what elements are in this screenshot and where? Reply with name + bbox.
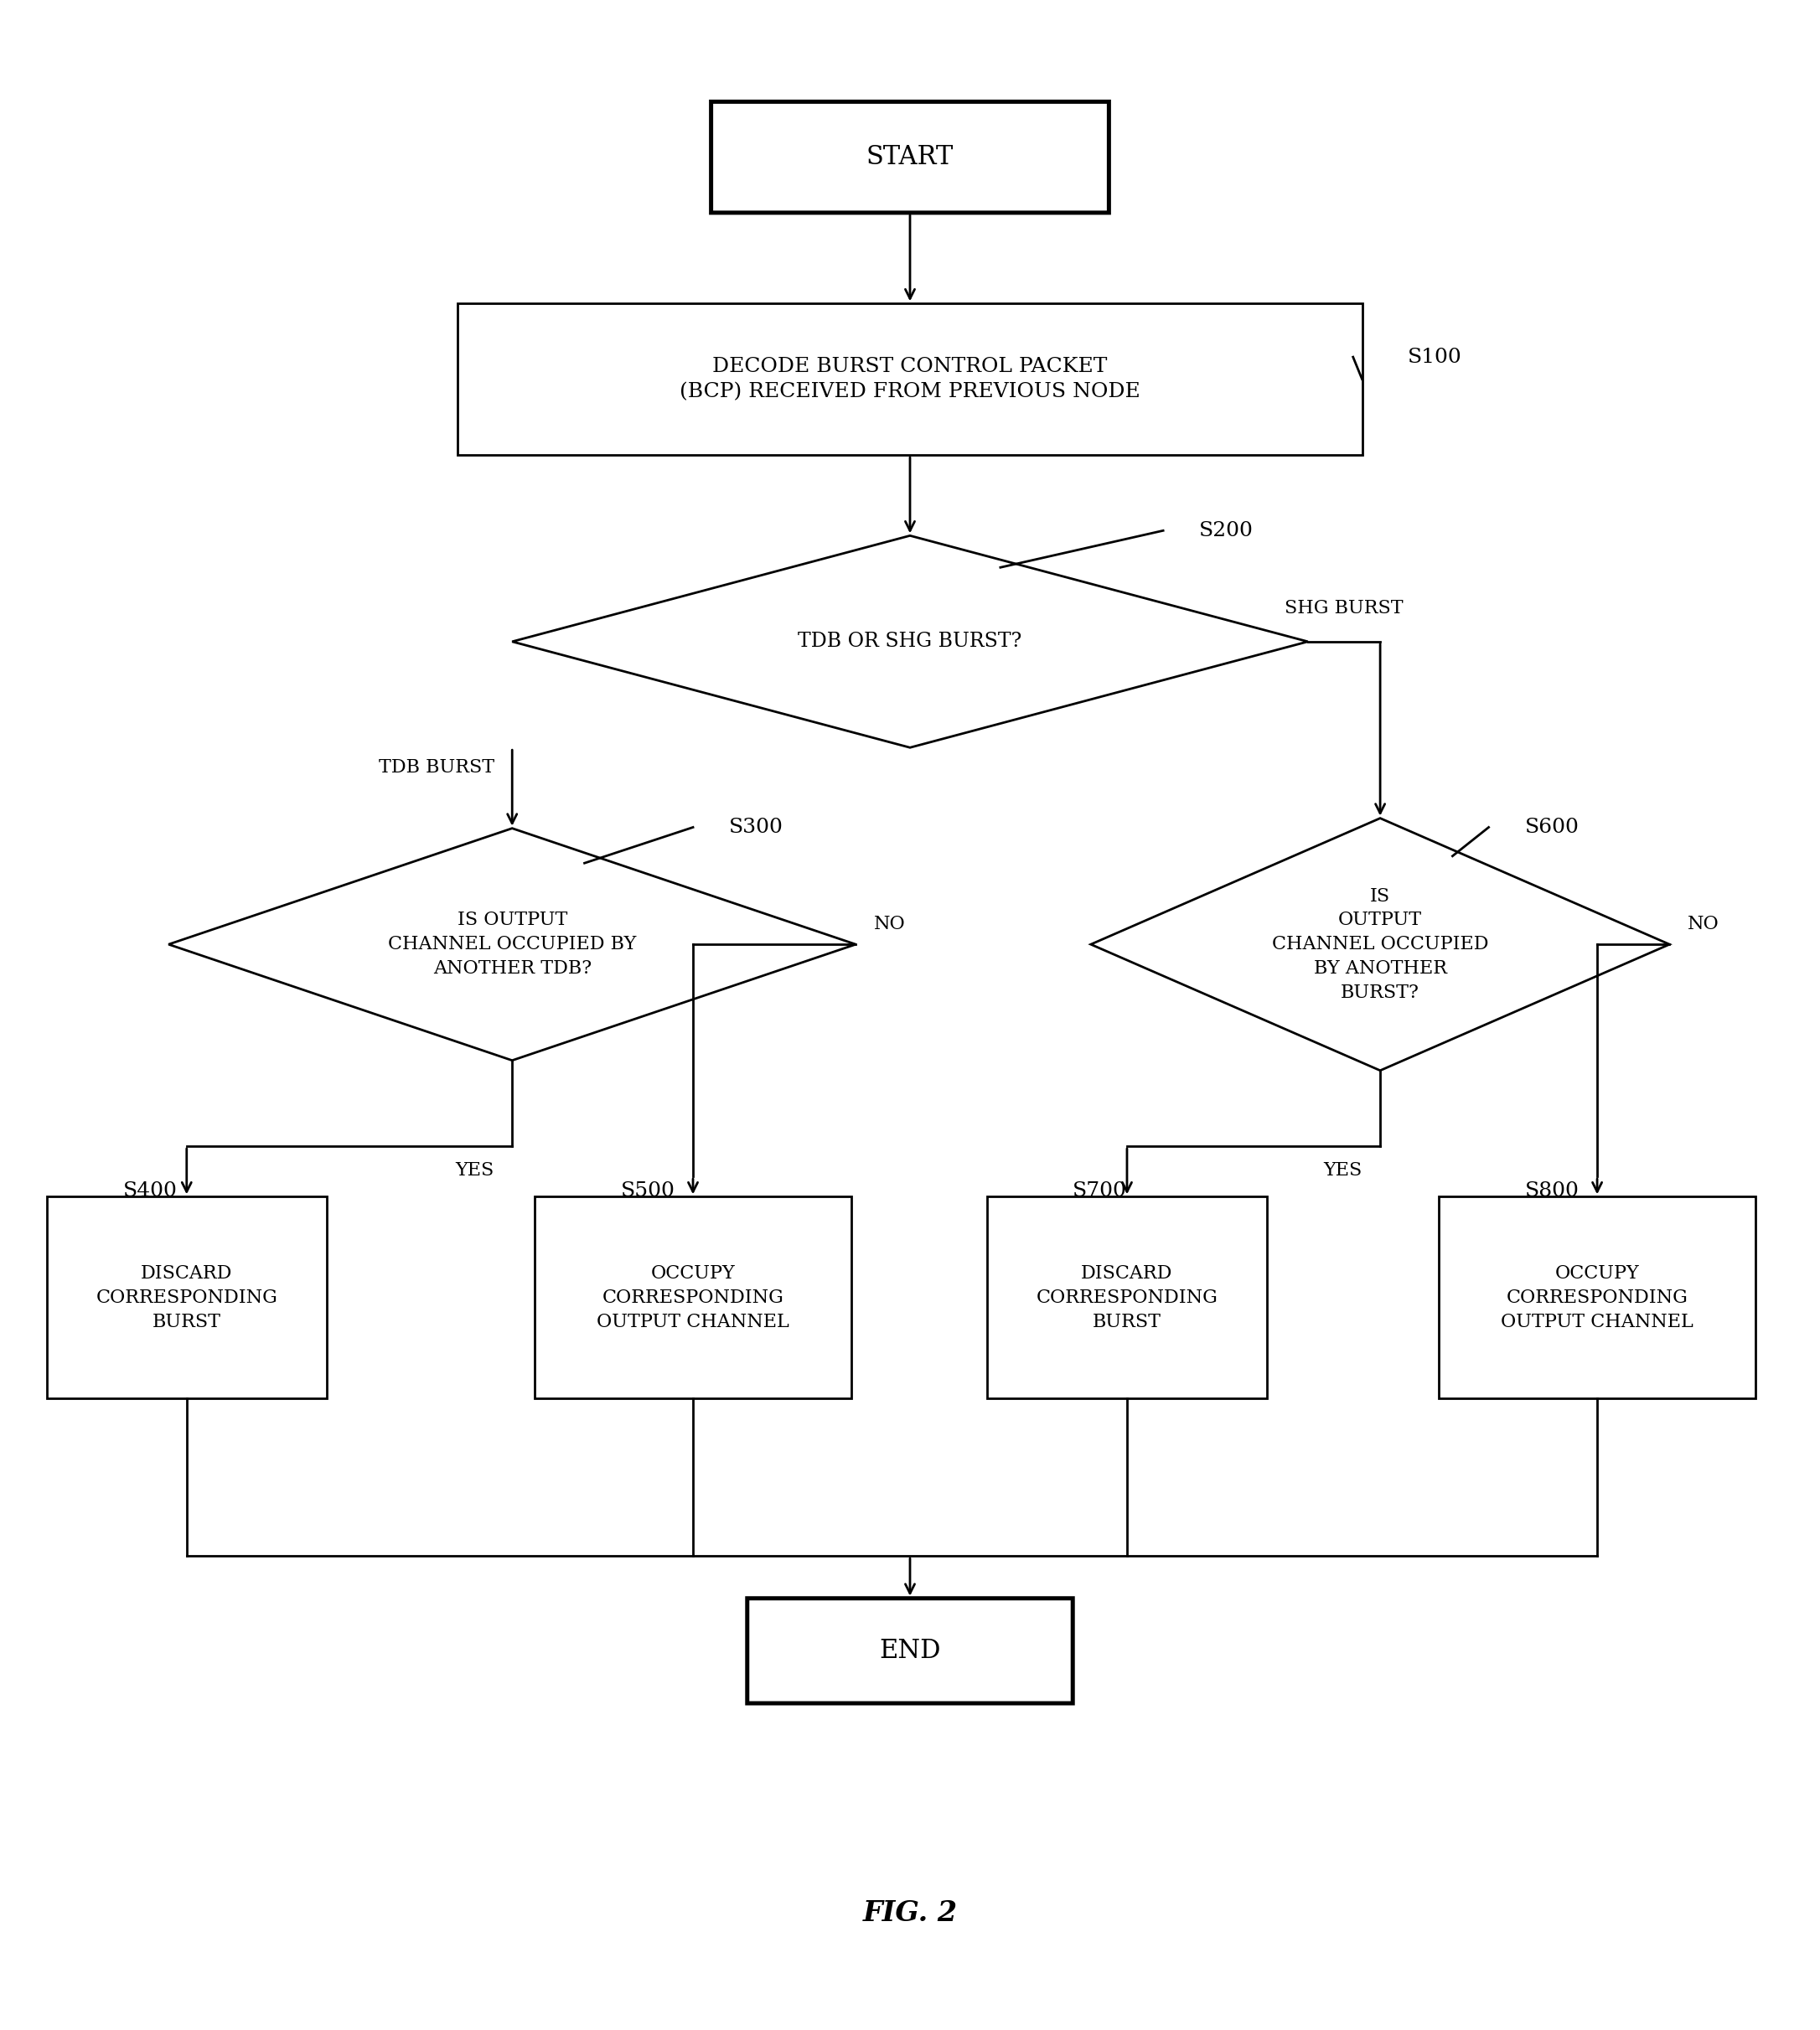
- Text: TDB OR SHG BURST?: TDB OR SHG BURST?: [797, 631, 1023, 652]
- Text: DECODE BURST CONTROL PACKET
(BCP) RECEIVED FROM PREVIOUS NODE: DECODE BURST CONTROL PACKET (BCP) RECEIV…: [679, 357, 1141, 402]
- Text: S700: S700: [1072, 1181, 1127, 1200]
- Bar: [535, 1196, 852, 1399]
- Text: S400: S400: [124, 1181, 178, 1200]
- Bar: [47, 1196, 328, 1399]
- Text: S300: S300: [730, 818, 784, 836]
- Text: YES: YES: [455, 1161, 493, 1179]
- Text: S800: S800: [1525, 1181, 1580, 1200]
- FancyBboxPatch shape: [748, 1598, 1072, 1703]
- Text: OCCUPY
CORRESPONDING
OUTPUT CHANNEL: OCCUPY CORRESPONDING OUTPUT CHANNEL: [1501, 1265, 1693, 1332]
- Text: OCCUPY
CORRESPONDING
OUTPUT CHANNEL: OCCUPY CORRESPONDING OUTPUT CHANNEL: [597, 1265, 790, 1332]
- Text: DISCARD
CORRESPONDING
BURST: DISCARD CORRESPONDING BURST: [1036, 1265, 1218, 1332]
- Text: IS OUTPUT
CHANNEL OCCUPIED BY
ANOTHER TDB?: IS OUTPUT CHANNEL OCCUPIED BY ANOTHER TD…: [388, 911, 637, 978]
- Text: S500: S500: [621, 1181, 675, 1200]
- Text: S100: S100: [1407, 347, 1461, 367]
- Text: DISCARD
CORRESPONDING
BURST: DISCARD CORRESPONDING BURST: [96, 1265, 277, 1332]
- Text: FIG. 2: FIG. 2: [863, 1900, 957, 1926]
- Text: SHG BURST: SHG BURST: [1285, 599, 1403, 617]
- Text: YES: YES: [1323, 1161, 1361, 1179]
- Text: S600: S600: [1525, 818, 1580, 836]
- Text: START: START: [866, 144, 954, 171]
- Bar: [459, 304, 1361, 455]
- Polygon shape: [169, 828, 855, 1060]
- Bar: [1440, 1196, 1756, 1399]
- Text: IS
OUTPUT
CHANNEL OCCUPIED
BY ANOTHER
BURST?: IS OUTPUT CHANNEL OCCUPIED BY ANOTHER BU…: [1272, 887, 1489, 1003]
- Text: TDB BURST: TDB BURST: [379, 759, 493, 777]
- Polygon shape: [511, 536, 1309, 747]
- Text: NO: NO: [1687, 916, 1720, 934]
- Polygon shape: [1090, 818, 1669, 1070]
- Bar: [986, 1196, 1267, 1399]
- Text: END: END: [879, 1638, 941, 1665]
- Text: NO: NO: [874, 916, 906, 934]
- Text: S200: S200: [1199, 522, 1254, 540]
- FancyBboxPatch shape: [712, 102, 1108, 213]
